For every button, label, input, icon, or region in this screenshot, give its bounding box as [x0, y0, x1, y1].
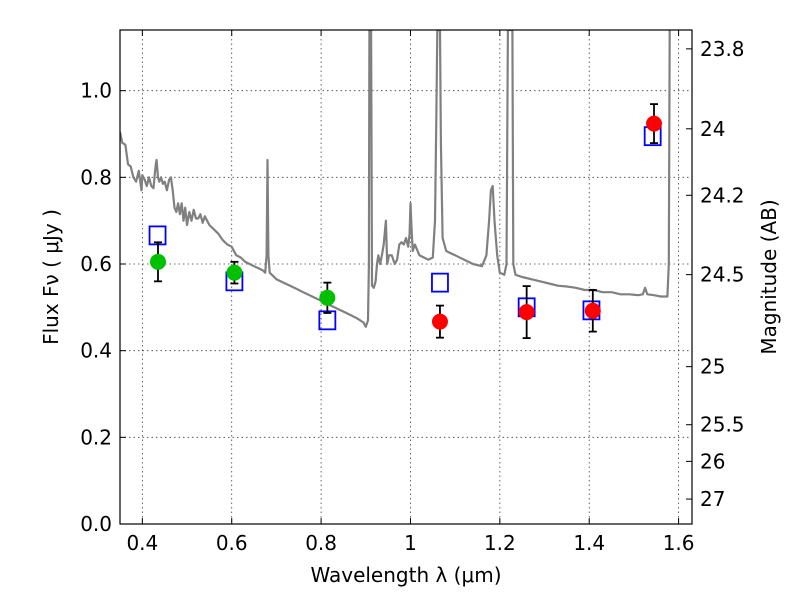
- observed-point-green: [149, 253, 166, 270]
- magnitude-tick-label: 24.5: [700, 263, 745, 287]
- y-axis-title: Flux Fν ( μJy ): [39, 209, 63, 345]
- x-tick-label: 0.6: [216, 531, 248, 555]
- observed-point-red: [518, 304, 535, 321]
- model-spectrum-line: [120, 30, 671, 328]
- magnitude-tick-label: 24.2: [700, 183, 745, 207]
- y-tick-label: 0.4: [80, 339, 112, 363]
- observed-point-red: [646, 115, 663, 132]
- observed-point-red: [584, 302, 601, 319]
- x-tick-label: 1.2: [484, 531, 516, 555]
- magnitude-tick-label: 23.8: [700, 37, 745, 61]
- observed-point-green: [226, 264, 243, 281]
- plot-frame: [119, 29, 693, 525]
- magnitude-tick-label: 24: [700, 117, 725, 141]
- magnitude-tick-label: 26: [700, 449, 725, 473]
- y-tick-label: 0.0: [80, 512, 112, 536]
- y-tick-label: 1.0: [80, 79, 112, 103]
- observed-point-red: [431, 313, 448, 330]
- y-tick-label: 0.8: [80, 165, 112, 189]
- magnitude-tick-label: 25: [700, 355, 725, 379]
- marker-layer: [148, 103, 663, 340]
- y-tick-label: 0.2: [80, 425, 112, 449]
- x-tick-label: 0.4: [126, 531, 158, 555]
- model-spectrum-layer: [120, 30, 671, 328]
- x-tick-label: 1.4: [573, 531, 605, 555]
- magnitude-axis-title: Magnitude (AB): [757, 199, 781, 354]
- model-photometry-square: [431, 272, 449, 293]
- magnitude-tick-label: 25.5: [700, 413, 745, 437]
- tick-layer: 0.4 0.6 0.8 1 1.2 1.4 1.6 0.0 0.2 0.4 0.6 0.8 1.0 23.…: [80, 30, 745, 555]
- x-tick-label: 0.8: [305, 531, 337, 555]
- magnitude-tick-label: 27: [700, 487, 725, 511]
- y-tick-label: 0.6: [80, 252, 112, 276]
- observed-point-green: [319, 289, 336, 306]
- x-tick-label: 1.6: [663, 531, 695, 555]
- x-tick-label: 1: [404, 531, 417, 555]
- x-axis-title: Wavelength λ (μm): [310, 563, 501, 587]
